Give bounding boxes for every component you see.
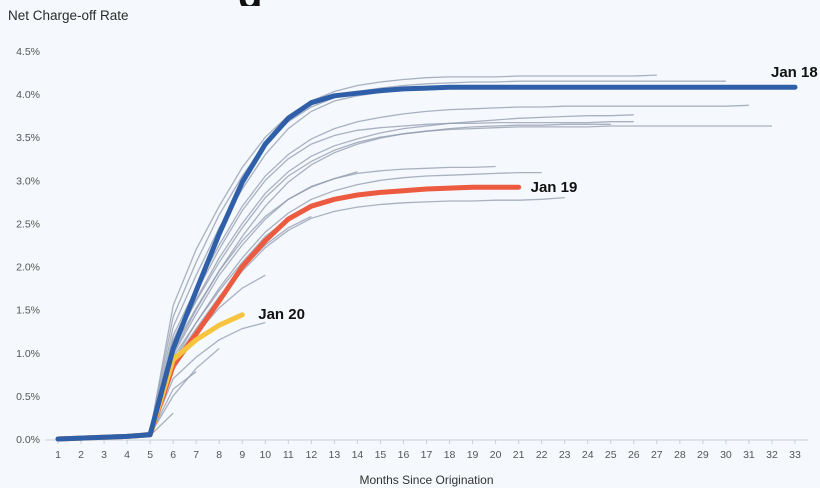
- series-label-jan18: Jan 18: [771, 64, 818, 81]
- x-tick-label: 18: [444, 449, 456, 461]
- y-tick-label: 1.0%: [16, 348, 40, 360]
- background-series-line: [57, 114, 634, 440]
- x-tick-label: 17: [421, 449, 433, 461]
- x-tick-label: 16: [398, 449, 410, 461]
- x-tick-label: 20: [490, 449, 502, 461]
- x-tick-label: 3: [101, 449, 107, 461]
- x-tick-label: 33: [789, 449, 801, 461]
- y-tick-labels: 0.0% 0.5% 1.0% 1.5% 2.0% 2.5% 3.0% 3.5% 4.0% 4.5%: [16, 46, 40, 446]
- x-tick-label: 31: [743, 449, 755, 461]
- x-tick-label: 4: [124, 449, 130, 461]
- chart-title: Net Charge-off Rate: [8, 8, 129, 23]
- x-tick-label: 10: [259, 449, 271, 461]
- x-tick-label: 1: [55, 449, 61, 461]
- y-tick-label: 1.5%: [16, 305, 40, 317]
- background-series-line: [57, 121, 634, 440]
- x-tick-label: 7: [193, 449, 199, 461]
- x-tick-label: 13: [329, 449, 341, 461]
- y-tick-label: 2.0%: [16, 262, 40, 274]
- background-series-line: [57, 348, 220, 440]
- x-tick-label: 27: [651, 449, 663, 461]
- cropped-heading-fragment: g: [238, 0, 318, 6]
- y-tick-label: 3.0%: [16, 175, 40, 187]
- x-tick-label: 9: [239, 449, 245, 461]
- x-tick-label: 2: [78, 449, 84, 461]
- series-label-jan19: Jan 19: [531, 179, 578, 196]
- x-tick-label: 32: [766, 449, 778, 461]
- x-tick-label: 21: [513, 449, 525, 461]
- x-tick-label: 28: [674, 449, 686, 461]
- x-tick-label: 8: [216, 449, 222, 461]
- highlight-series-group: [55, 84, 798, 442]
- background-series-line: [57, 80, 726, 440]
- x-tick-label: 11: [283, 449, 294, 461]
- x-tick-label: 22: [536, 449, 548, 461]
- x-tick-label: 19: [467, 449, 479, 461]
- x-tick-labels: 1 2 3 4 5 6 7 8 9 10 11 12 13 14 15 16 17 18 19 20 21 22 23 24 2…: [55, 440, 801, 461]
- y-tick-label: 2.5%: [16, 218, 40, 230]
- background-series-line: [57, 196, 565, 440]
- background-series-line: [57, 74, 657, 440]
- x-tick-label: 6: [170, 449, 176, 461]
- x-tick-label: 26: [628, 449, 640, 461]
- cropped-heading-text: g: [238, 0, 318, 6]
- background-series-line: [57, 371, 197, 440]
- series-line-jan-20: [55, 312, 245, 442]
- y-tick-label: 4.0%: [16, 89, 40, 101]
- x-tick-label: 25: [605, 449, 617, 461]
- x-tick-label: 12: [306, 449, 318, 461]
- series-labels-group: Jan 18 Jan 19 Jan 20: [258, 64, 817, 323]
- series-line-jan-18: [55, 84, 798, 442]
- background-series-line: [57, 104, 749, 440]
- x-axis-title: Months Since Origination: [359, 473, 493, 487]
- x-tick-label: 24: [582, 449, 594, 461]
- x-tick-label: 5: [147, 449, 153, 461]
- series-label-jan20: Jan 20: [258, 306, 305, 323]
- y-tick-label: 0.0%: [16, 434, 40, 446]
- x-tick-label: 14: [352, 449, 364, 461]
- y-tick-label: 3.5%: [16, 132, 40, 144]
- x-tick-label: 29: [697, 449, 709, 461]
- x-tick-label: 23: [559, 449, 571, 461]
- background-series-line: [57, 123, 611, 440]
- y-tick-label: 4.5%: [16, 46, 40, 58]
- x-tick-label: 30: [720, 449, 732, 461]
- y-tick-label: 0.5%: [16, 391, 40, 403]
- x-tick-label: 15: [375, 449, 387, 461]
